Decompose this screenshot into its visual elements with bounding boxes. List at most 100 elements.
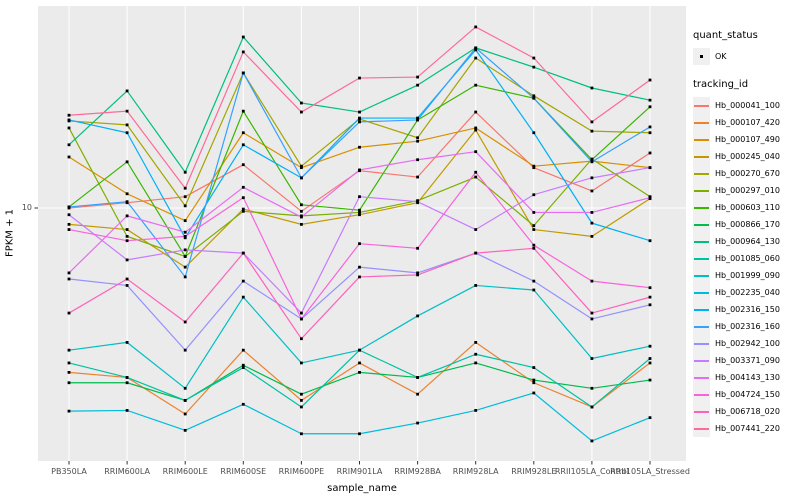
data-point <box>67 370 71 374</box>
data-point <box>300 432 303 436</box>
data-point <box>358 242 361 246</box>
data-point <box>416 175 419 179</box>
data-point <box>532 381 536 385</box>
data-point <box>590 129 594 133</box>
data-point <box>67 118 71 122</box>
legend-entry-Hb_000270_670: Hb_000270_670 <box>693 165 799 182</box>
data-point <box>532 279 536 283</box>
data-point <box>125 131 129 135</box>
legend-entry-Hb_006718_020: Hb_006718_020 <box>693 403 799 420</box>
data-point <box>241 131 245 135</box>
data-point <box>358 265 361 269</box>
data-point <box>532 246 536 250</box>
data-point <box>183 204 187 208</box>
data-point <box>590 317 594 321</box>
line-swatch-icon <box>693 250 710 267</box>
data-point <box>67 213 71 217</box>
data-point <box>648 98 652 102</box>
data-point <box>67 277 71 281</box>
legend-entry-Hb_002316_150: Hb_002316_150 <box>693 301 799 318</box>
data-point <box>358 120 361 124</box>
legend-entry-label: Hb_006718_020 <box>715 407 780 416</box>
data-point <box>183 195 187 199</box>
legend-title-tracking-id: tracking_id <box>693 79 749 90</box>
data-point <box>474 126 478 130</box>
data-point <box>300 110 303 114</box>
data-point <box>648 361 652 365</box>
data-point <box>590 234 594 238</box>
data-point <box>532 166 536 170</box>
data-point <box>474 150 478 154</box>
data-point <box>67 205 71 209</box>
data-point <box>590 158 594 162</box>
data-point <box>358 195 361 199</box>
data-point <box>125 381 129 385</box>
data-point <box>590 211 594 214</box>
data-point <box>300 398 303 402</box>
data-point <box>241 163 245 167</box>
data-point <box>241 196 245 200</box>
line-swatch-icon <box>693 114 710 131</box>
data-point <box>183 428 187 432</box>
data-point <box>416 75 419 79</box>
data-point <box>648 303 652 307</box>
data-point <box>125 277 129 281</box>
data-point <box>300 209 303 213</box>
data-point <box>241 35 245 39</box>
data-point <box>474 48 478 52</box>
x-tick-label: RRII105LA_Stressed <box>610 467 690 476</box>
legend-entry-Hb_003371_090: Hb_003371_090 <box>693 352 799 369</box>
line-swatch-icon <box>693 216 710 233</box>
data-point <box>241 209 245 213</box>
legend: quant_status OK tracking_id Hb_000041_10… <box>693 30 799 437</box>
data-point <box>358 211 361 214</box>
data-point <box>648 286 652 290</box>
data-point <box>358 275 361 279</box>
data-point <box>648 239 652 243</box>
data-point <box>474 25 478 29</box>
line-swatch-icon <box>693 301 710 318</box>
data-point <box>474 409 478 412</box>
data-point <box>416 314 419 318</box>
legend-entry-label: Hb_001085_060 <box>715 254 780 263</box>
data-point <box>67 361 71 365</box>
x-tick-label: RRIM600PE <box>278 467 325 476</box>
line-swatch-icon <box>693 131 710 148</box>
data-point <box>474 110 478 114</box>
legend-entry-label: Hb_000041_100 <box>715 101 780 110</box>
x-tick-label: RRIM928BA <box>394 467 441 476</box>
data-point <box>183 219 187 223</box>
data-point <box>241 251 245 255</box>
data-point <box>416 136 419 140</box>
legend-entry-label: Hb_000964_130 <box>715 237 780 246</box>
x-tick-label: RRIM901LA <box>336 467 383 476</box>
data-point <box>125 123 129 127</box>
legend-entry-Hb_000866_170: Hb_000866_170 <box>693 216 799 233</box>
data-point <box>416 200 419 204</box>
data-point <box>648 416 652 420</box>
data-point <box>358 110 361 114</box>
data-point <box>67 228 71 231</box>
data-point <box>474 46 478 50</box>
line-swatch-icon <box>693 165 710 182</box>
data-point <box>590 120 594 124</box>
data-point <box>241 185 245 189</box>
legend-entry-Hb_000603_110: Hb_000603_110 <box>693 199 799 216</box>
data-point <box>125 409 129 412</box>
data-point <box>648 151 652 155</box>
data-point <box>125 89 129 93</box>
data-point <box>358 361 361 365</box>
legend-entry-Hb_000107_490: Hb_000107_490 <box>693 131 799 148</box>
data-point <box>183 234 187 238</box>
legend-entry-Hb_004143_130: Hb_004143_130 <box>693 369 799 386</box>
data-point <box>183 320 187 324</box>
panel-background <box>38 6 686 461</box>
data-point <box>474 251 478 255</box>
data-point <box>532 94 536 98</box>
data-point <box>125 228 129 231</box>
data-point <box>358 208 361 212</box>
data-point <box>125 200 129 204</box>
data-point <box>532 243 536 247</box>
data-point <box>67 271 71 275</box>
